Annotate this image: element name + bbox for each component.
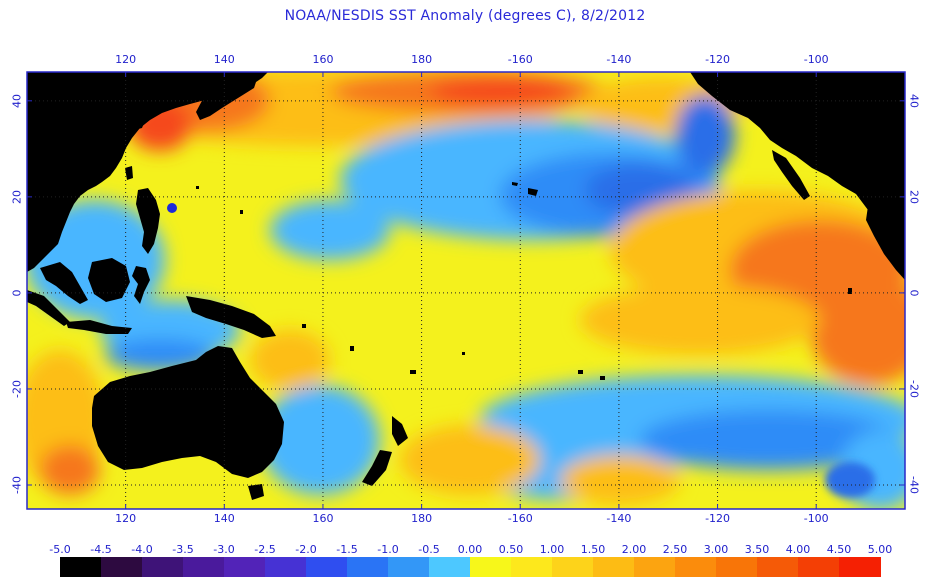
longitude-label: 120 <box>115 512 137 525</box>
colorbar-label: 0.50 <box>498 543 524 556</box>
longitude-label: 160 <box>312 53 334 66</box>
longitude-label: 140 <box>213 53 235 66</box>
colorbar-swatch <box>634 557 676 577</box>
longitude-label: 180 <box>411 512 433 525</box>
colorbar-label: -2.0 <box>295 543 317 556</box>
colorbar-label: 0.00 <box>457 543 483 556</box>
colorbar-label: 5.00 <box>867 543 893 556</box>
longitude-label: -160 <box>507 53 533 66</box>
colorbar-label: -5.0 <box>49 543 71 556</box>
longitude-label: 120 <box>115 53 137 66</box>
land-masses <box>27 72 905 500</box>
longitude-label: -140 <box>606 512 632 525</box>
map-frame <box>26 71 906 510</box>
colorbar-label: 4.50 <box>826 543 852 556</box>
colorbar-label: 2.00 <box>621 543 647 556</box>
colorbar-label: -4.0 <box>131 543 153 556</box>
colorbar-label: -3.0 <box>213 543 235 556</box>
longitude-label: 180 <box>411 53 433 66</box>
colorbar-swatch <box>101 557 143 577</box>
colorbar-swatch <box>470 557 512 577</box>
longitude-label: 160 <box>312 512 334 525</box>
colorbar-label: -3.5 <box>172 543 194 556</box>
colorbar-label: 1.00 <box>539 543 565 556</box>
colorbar-swatch <box>593 557 635 577</box>
colorbar-swatch <box>429 557 471 577</box>
colorbar-swatch <box>552 557 594 577</box>
colorbar-swatch <box>60 557 102 577</box>
colorbar-swatch <box>224 557 266 577</box>
colorbar-swatch <box>716 557 758 577</box>
colorbar-swatch <box>675 557 717 577</box>
colorbar-swatch <box>388 557 430 577</box>
anomaly-spot <box>167 203 177 213</box>
colorbar-label: -1.0 <box>377 543 399 556</box>
colorbar-swatch <box>511 557 553 577</box>
colorbar-label: 3.00 <box>703 543 729 556</box>
axis-ticks <box>27 72 905 509</box>
colorbar-swatch <box>757 557 799 577</box>
colorbar-swatch <box>142 557 184 577</box>
anomaly-field <box>27 72 905 509</box>
longitude-label: -100 <box>803 53 829 66</box>
colorbar-label: 4.00 <box>785 543 811 556</box>
longitude-label: -100 <box>803 512 829 525</box>
colorbar-swatch <box>347 557 389 577</box>
longitude-label: -160 <box>507 512 533 525</box>
longitude-label: 140 <box>213 512 235 525</box>
colorbar-label: 1.50 <box>580 543 606 556</box>
colorbar-label: 2.50 <box>662 543 688 556</box>
colorbar-swatch <box>183 557 225 577</box>
colorbar-label: -0.5 <box>418 543 440 556</box>
colorbar-label: 3.50 <box>744 543 770 556</box>
colorbar-swatch <box>839 557 881 577</box>
colorbar-swatch <box>306 557 348 577</box>
colorbar-swatch <box>265 557 307 577</box>
graticule <box>27 72 905 509</box>
longitude-label: -120 <box>705 512 731 525</box>
longitude-label: -120 <box>705 53 731 66</box>
colorbar-label: -4.5 <box>90 543 112 556</box>
colorbar-label: -2.5 <box>254 543 276 556</box>
map-title: NOAA/NESDIS SST Anomaly (degrees C), 8/2… <box>284 8 646 24</box>
longitude-label: -140 <box>606 53 632 66</box>
colorbar-label: -1.5 <box>336 543 358 556</box>
colorbar-swatch <box>798 557 840 577</box>
